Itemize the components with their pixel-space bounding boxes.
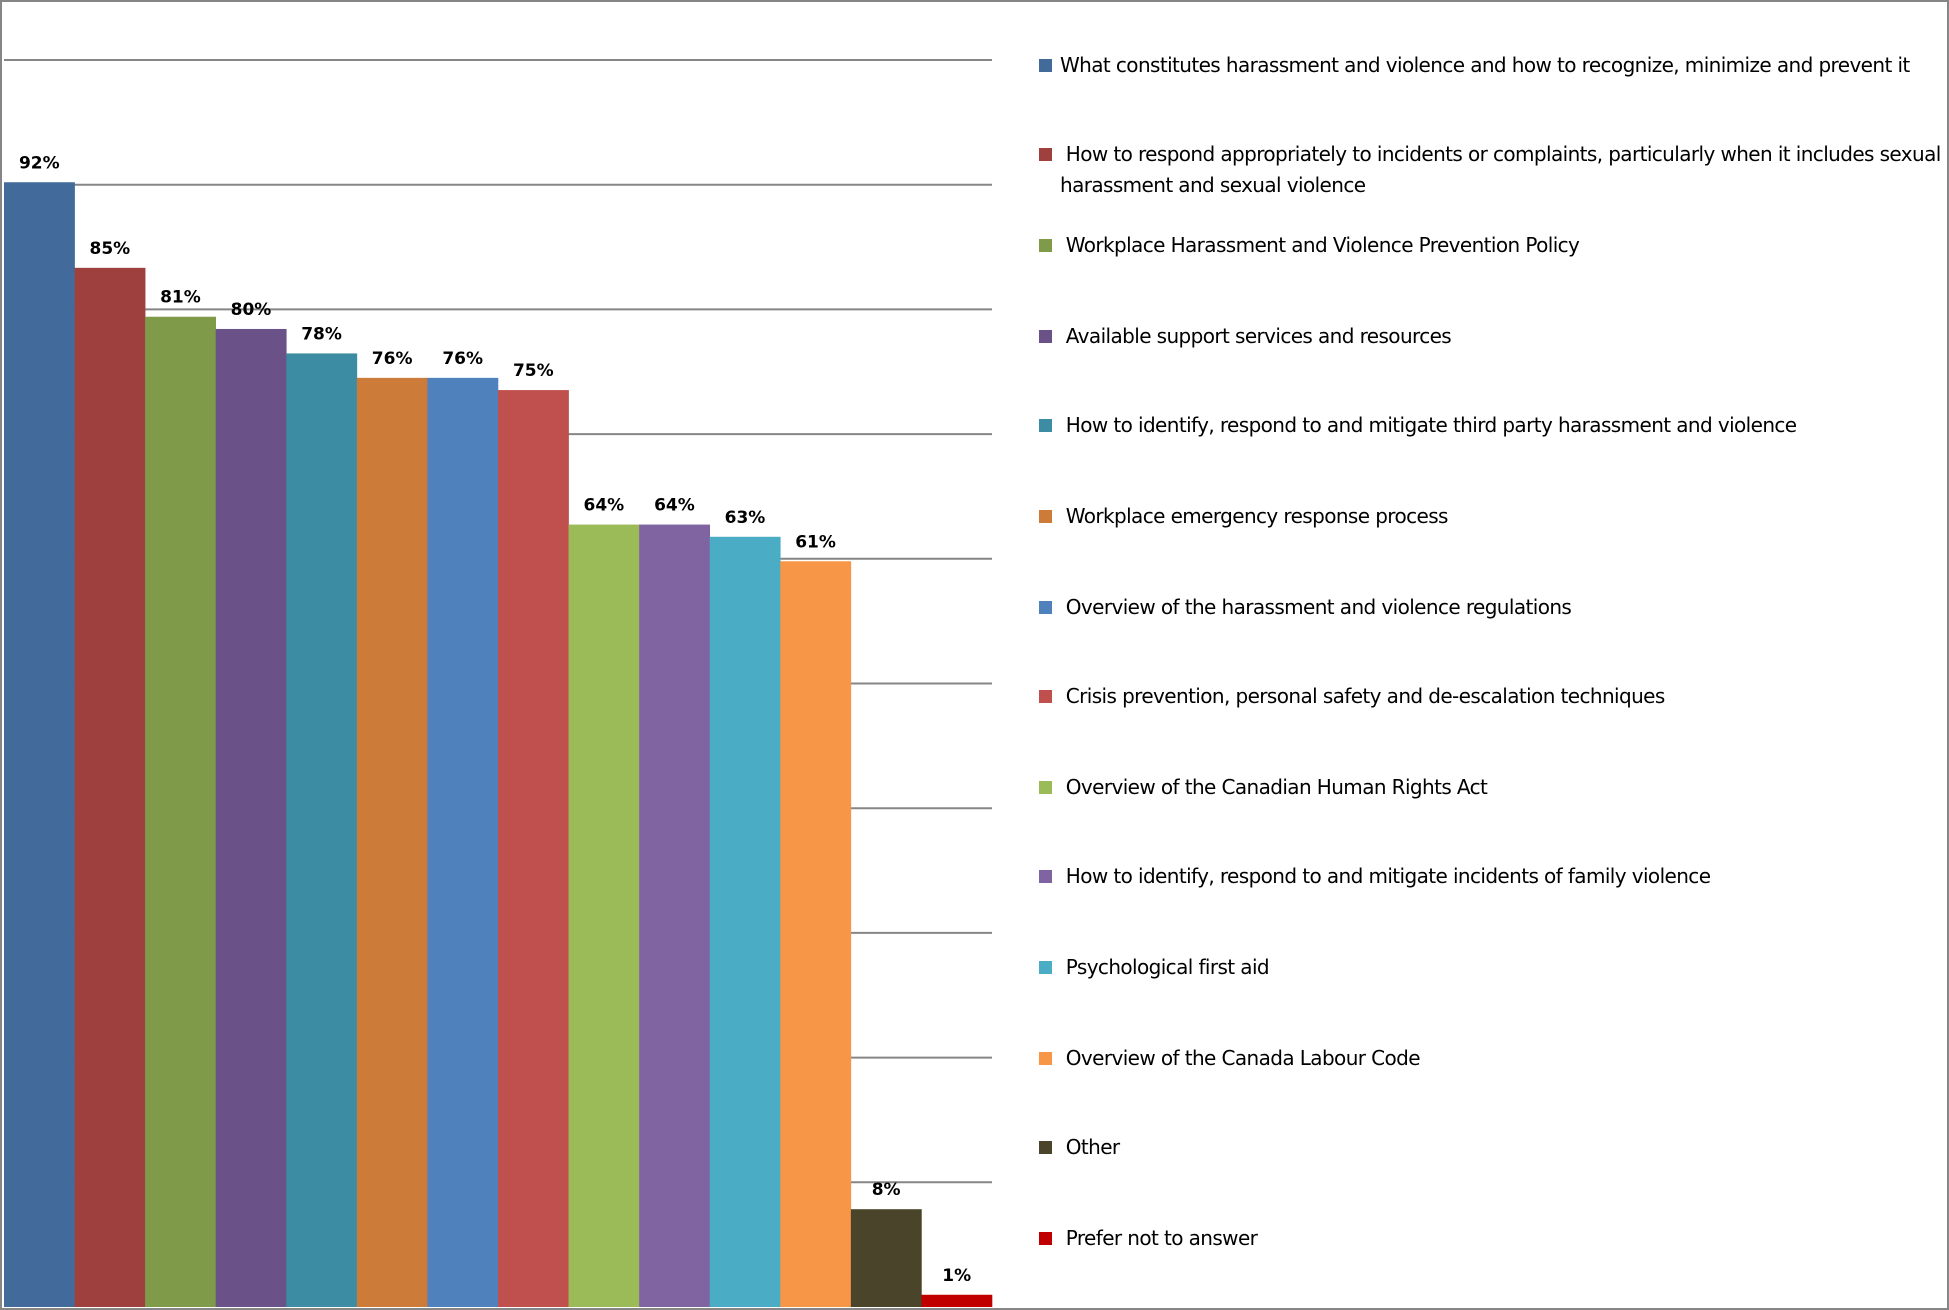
bar-value-label: 75% bbox=[513, 361, 554, 381]
bar bbox=[639, 524, 711, 1307]
legend-item: How to identify, respond to and mitigate… bbox=[1037, 861, 1942, 892]
bar bbox=[356, 377, 428, 1307]
legend-marker-icon bbox=[1039, 419, 1052, 432]
data-labels: 92% 85% 81% 80% 78% 76% 76% 75% 64% 64% 63% 61% 8% 1% bbox=[19, 153, 971, 1286]
legend-item: Prefer not to answer bbox=[1037, 1223, 1942, 1254]
legend-marker-icon bbox=[1039, 781, 1052, 794]
legend-item: Overview of the Canada Labour Code bbox=[1037, 1043, 1942, 1074]
legend-item: Other bbox=[1037, 1132, 1942, 1163]
bar bbox=[427, 377, 499, 1307]
legend-marker-icon bbox=[1039, 330, 1052, 343]
legend-label: Prefer not to answer bbox=[1060, 1226, 1258, 1250]
legend-marker-icon bbox=[1039, 1232, 1052, 1245]
bar bbox=[286, 353, 358, 1307]
legend-label: Psychological first aid bbox=[1060, 955, 1270, 979]
bar-value-label: 1% bbox=[942, 1266, 971, 1286]
bar-value-label: 63% bbox=[725, 508, 766, 528]
legend-item: What constitutes harassment and violence… bbox=[1037, 50, 1942, 81]
bar-value-label: 61% bbox=[795, 532, 836, 552]
bar-value-label: 64% bbox=[654, 496, 695, 516]
legend-marker-icon bbox=[1039, 870, 1052, 883]
legend-marker-icon bbox=[1039, 510, 1052, 523]
legend-item: Workplace Harassment and Violence Preven… bbox=[1037, 230, 1942, 261]
legend-marker-icon bbox=[1039, 961, 1052, 974]
bar bbox=[780, 561, 852, 1307]
bar bbox=[74, 267, 146, 1308]
bar-value-label: 80% bbox=[231, 300, 272, 320]
legend-label: How to respond appropriately to incident… bbox=[1060, 142, 1941, 197]
legend-label: Available support services and resources bbox=[1060, 324, 1452, 348]
legend-label: How to identify, respond to and mitigate… bbox=[1060, 413, 1797, 437]
legend-item: Available support services and resources bbox=[1037, 321, 1942, 352]
legend-item: How to respond appropriately to incident… bbox=[1037, 139, 1942, 201]
bar-value-label: 78% bbox=[301, 324, 342, 344]
legend-marker-icon bbox=[1039, 1052, 1052, 1065]
legend-item: How to identify, respond to and mitigate… bbox=[1037, 410, 1942, 441]
legend-label: Workplace Harassment and Violence Preven… bbox=[1060, 233, 1580, 257]
bar bbox=[709, 536, 781, 1307]
legend-label: Overview of the harassment and violence … bbox=[1060, 595, 1572, 619]
legend-label: Crisis prevention, personal safety and d… bbox=[1060, 684, 1666, 708]
legend-marker-icon bbox=[1039, 148, 1052, 161]
legend-marker-icon bbox=[1039, 690, 1052, 703]
legend-label: Overview of the Canadian Human Rights Ac… bbox=[1060, 775, 1488, 799]
bar bbox=[498, 390, 569, 1308]
bar-value-label: 81% bbox=[160, 288, 201, 308]
legend-item: Overview of the Canadian Human Rights Ac… bbox=[1037, 772, 1942, 803]
legend-marker-icon bbox=[1039, 601, 1052, 614]
legend-marker-icon bbox=[1039, 1141, 1052, 1154]
bars bbox=[4, 182, 993, 1308]
bar-value-label: 76% bbox=[372, 349, 413, 369]
legend-label: How to identify, respond to and mitigate… bbox=[1060, 864, 1711, 888]
bar bbox=[4, 182, 75, 1307]
bar bbox=[850, 1209, 922, 1307]
bar bbox=[215, 328, 287, 1308]
legend-marker-icon bbox=[1039, 239, 1052, 252]
bar-value-label: 76% bbox=[442, 349, 483, 369]
legend-item: Psychological first aid bbox=[1037, 952, 1942, 983]
legend-label: Other bbox=[1060, 1135, 1120, 1159]
legend-item: Overview of the harassment and violence … bbox=[1037, 592, 1942, 623]
bar-value-label: 64% bbox=[584, 496, 625, 516]
bar-value-label: 92% bbox=[19, 153, 60, 173]
legend-marker-icon bbox=[1039, 59, 1052, 72]
bar bbox=[921, 1294, 993, 1307]
legend-label: Overview of the Canada Labour Code bbox=[1060, 1046, 1421, 1070]
legend-label: Workplace emergency response process bbox=[1060, 504, 1449, 528]
bar-value-label: 8% bbox=[872, 1180, 901, 1200]
bar bbox=[145, 316, 217, 1307]
bar bbox=[568, 524, 640, 1307]
legend-item: Workplace emergency response process bbox=[1037, 501, 1942, 532]
legend-label: What constitutes harassment and violence… bbox=[1060, 53, 1910, 77]
legend-item: Crisis prevention, personal safety and d… bbox=[1037, 681, 1942, 712]
bar-value-label: 85% bbox=[90, 239, 131, 259]
